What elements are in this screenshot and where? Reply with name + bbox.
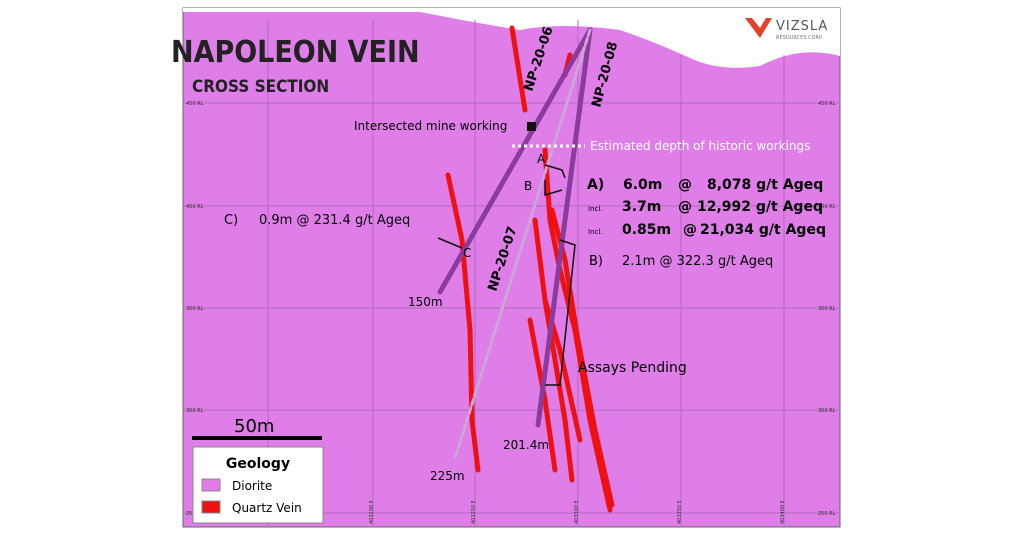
- intercept-label: Incl.: [588, 228, 603, 236]
- rl-label: 250 RL: [818, 511, 836, 517]
- annotation: Assays Pending: [578, 360, 687, 376]
- easting-label: 403350 E: [677, 500, 683, 524]
- scale-label: 50m: [234, 416, 274, 437]
- annotation: Intersected mine working: [354, 119, 507, 133]
- logo-name: VIZSLA: [776, 19, 828, 34]
- scale-bar: [192, 436, 322, 440]
- legend-item: Quartz Vein: [232, 501, 302, 515]
- intercept-label: B): [589, 254, 603, 269]
- rl-label: 350 RL: [186, 306, 204, 312]
- intercept-label: Incl.: [588, 205, 603, 213]
- hole-depth: 150m: [408, 295, 443, 309]
- zone-label: B: [524, 179, 532, 193]
- intercept-grade: 8,078 g/t Ageq: [707, 177, 823, 193]
- hole-depth: 225m: [430, 469, 465, 483]
- intercept-at: @: [678, 199, 692, 215]
- mine-working-marker: [527, 122, 536, 131]
- legend-title: Geology: [226, 456, 290, 472]
- quartz-veins: [445, 25, 615, 513]
- rl-label: 400 RL: [818, 204, 836, 210]
- rl-label: 400 RL: [186, 204, 204, 210]
- intercept-at: @: [678, 177, 692, 193]
- legend-swatch: [201, 500, 221, 514]
- intercept-label: A): [587, 177, 604, 193]
- hole-depth: 201.4m: [503, 438, 549, 452]
- zone-label: C: [463, 246, 471, 260]
- rl-label: 300 RL: [186, 408, 204, 414]
- rl-label: 450 RL: [818, 101, 836, 107]
- rl-label: 450 RL: [186, 101, 204, 107]
- legend-item: Diorite: [232, 479, 272, 493]
- rl-label: 300 RL: [818, 408, 836, 414]
- intercept-length: 3.7m: [622, 199, 661, 215]
- annotation: Estimated depth of historic workings: [590, 139, 810, 153]
- intercept-brackets: [437, 164, 576, 386]
- intercept-label: C): [224, 213, 238, 228]
- legend-swatch: [201, 478, 221, 492]
- zone-label: A: [537, 152, 546, 166]
- subtitle: CROSS SECTION: [192, 76, 329, 96]
- intercept-text: 2.1m @ 322.3 g/t Ageq: [622, 254, 773, 269]
- logo-mark: [745, 18, 772, 38]
- easting-label: 403300 E: [574, 500, 580, 524]
- intercept-list: A) 6.0m @ 8,078 g/t Ageq Incl. 3.7m @ 12…: [587, 177, 826, 238]
- intercept-grade: 21,034 g/t Ageq: [700, 222, 826, 238]
- section-frame: [182, 7, 841, 528]
- easting-label: 403200 E: [369, 500, 375, 524]
- easting-label: 403250 E: [471, 500, 477, 524]
- topography: [183, 8, 840, 68]
- intercept-at: @: [683, 222, 697, 238]
- intercept-length: 6.0m: [623, 177, 662, 193]
- intercept-grade: 12,992 g/t Ageq: [697, 199, 823, 215]
- intercept-length: 0.85m: [622, 222, 671, 238]
- easting-label: 403400 E: [780, 500, 786, 524]
- logo-tagline: RESOURCES CORP.: [776, 35, 823, 41]
- intercept-text: 0.9m @ 231.4 g/t Ageq: [259, 213, 410, 228]
- rl-label: 350 RL: [818, 306, 836, 312]
- title: NAPOLEON VEIN: [171, 35, 420, 70]
- drill-holes: [437, 27, 593, 460]
